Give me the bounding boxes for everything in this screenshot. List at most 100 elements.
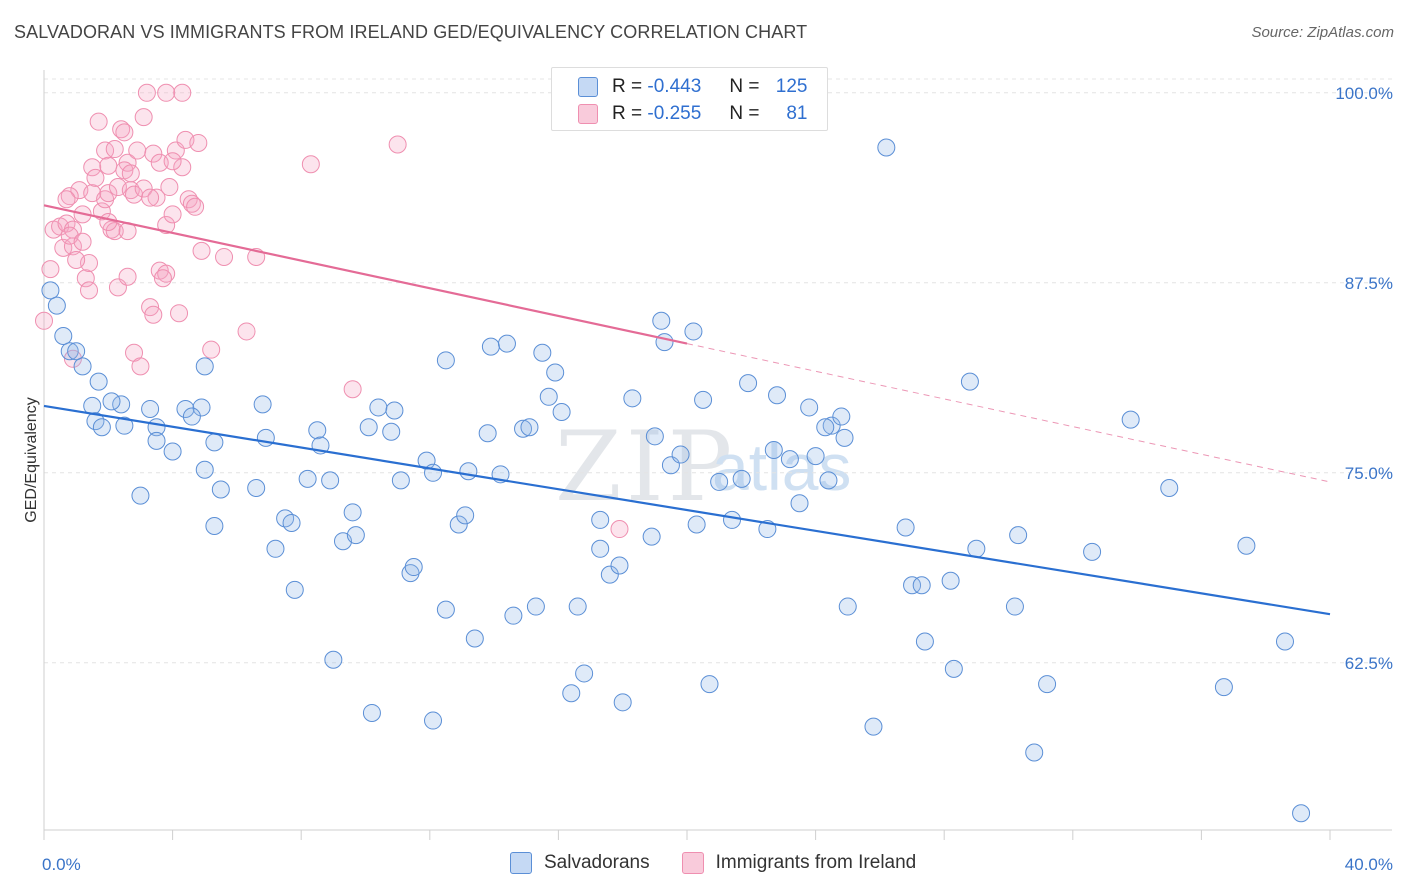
data-point-salvadoran	[520, 418, 539, 437]
data-point-ireland	[57, 190, 76, 209]
data-point-salvadoran	[73, 357, 92, 376]
data-point-salvadoran	[568, 597, 587, 616]
data-point-ireland	[157, 83, 176, 102]
data-point-salvadoran	[382, 422, 401, 441]
data-point-salvadoran	[60, 342, 79, 361]
data-point-ireland	[192, 241, 211, 260]
data-point-salvadoran	[195, 460, 214, 479]
data-point-salvadoran	[163, 442, 182, 461]
data-point-salvadoran	[102, 392, 121, 411]
series-swatch-blue	[510, 852, 532, 874]
data-point-salvadoran	[436, 600, 455, 619]
data-point-salvadoran	[610, 556, 629, 575]
data-point-salvadoran	[1214, 678, 1233, 697]
data-point-salvadoran	[1038, 675, 1057, 694]
data-point-ireland	[99, 184, 118, 203]
data-point-ireland	[41, 260, 60, 279]
data-point-salvadoran	[591, 510, 610, 529]
data-point-ireland	[89, 112, 108, 131]
data-point-salvadoran	[112, 395, 131, 414]
data-point-ireland	[170, 304, 189, 323]
data-point-ireland	[105, 222, 124, 241]
data-point-salvadoran	[141, 399, 160, 418]
data-point-ireland	[92, 202, 111, 221]
data-point-salvadoran	[896, 518, 915, 537]
data-point-ireland	[202, 340, 221, 359]
data-point-salvadoran	[877, 138, 896, 157]
data-point-salvadoran	[1292, 804, 1311, 823]
data-point-salvadoran	[700, 675, 719, 694]
y-tick-label: 87.5%	[1345, 274, 1393, 293]
data-point-salvadoran	[1083, 542, 1102, 561]
data-point-salvadoran	[131, 486, 150, 505]
legend-n-label: N =	[729, 103, 760, 124]
data-point-ireland	[86, 168, 105, 187]
data-point-ireland	[160, 178, 179, 197]
trendline-salvadorans	[43, 404, 1331, 616]
data-point-ireland	[144, 305, 163, 324]
data-point-salvadoran	[613, 693, 632, 712]
legend-swatch-blue	[578, 77, 598, 97]
x-tick-label: 0.0%	[42, 855, 81, 874]
x-tick-label: 40.0%	[1345, 855, 1393, 874]
data-point-ireland	[153, 269, 172, 288]
data-point-salvadoran	[652, 311, 671, 330]
watermark-zip: ZIP	[555, 411, 736, 523]
legend-n-value: 81	[786, 103, 808, 124]
data-point-salvadoran	[832, 407, 851, 426]
data-point-ireland	[99, 156, 118, 175]
data-point-ireland	[343, 380, 362, 399]
data-point-salvadoran	[92, 418, 111, 437]
legend-n-label: N =	[729, 76, 760, 97]
data-point-ireland	[147, 188, 166, 207]
data-point-ireland	[186, 197, 205, 216]
data-point-salvadoran	[205, 433, 224, 452]
data-point-salvadoran	[655, 333, 674, 352]
data-point-salvadoran	[321, 471, 340, 490]
data-point-salvadoran	[465, 629, 484, 648]
chart-title: SALVADORAN VS IMMIGRANTS FROM IRELAND GE…	[14, 22, 808, 42]
series-label-ireland: Immigrants from Ireland	[715, 852, 917, 873]
legend-r-label: R =	[612, 103, 643, 124]
data-point-salvadoran	[732, 469, 751, 488]
data-point-salvadoran	[694, 390, 713, 409]
data-point-salvadoran	[449, 515, 468, 534]
data-point-salvadoran	[89, 372, 108, 391]
source-label: Source: ZipAtlas.com	[1251, 24, 1394, 41]
data-point-ireland	[112, 120, 131, 139]
data-point-ireland	[96, 141, 115, 160]
data-point-salvadoran	[1275, 632, 1294, 651]
y-tick-label: 75.0%	[1345, 464, 1393, 483]
data-point-ireland	[237, 322, 256, 341]
data-point-salvadoran	[282, 513, 301, 532]
data-point-salvadoran	[819, 471, 838, 490]
data-point-salvadoran	[41, 281, 60, 300]
data-point-salvadoran	[1005, 597, 1024, 616]
data-point-ireland	[141, 188, 160, 207]
data-point-salvadoran	[1121, 410, 1140, 429]
data-point-salvadoran	[739, 374, 758, 393]
data-point-salvadoran	[864, 717, 883, 736]
data-point-salvadoran	[967, 539, 986, 558]
data-point-salvadoran	[684, 322, 703, 341]
legend-swatch-pink	[578, 104, 598, 124]
data-point-ireland	[610, 520, 629, 539]
data-point-salvadoran	[790, 494, 809, 513]
series-label-salvadorans: Salvadorans	[544, 852, 650, 873]
legend-row-salvadorans: R = -0.443 N = 125	[578, 75, 808, 99]
data-point-ireland	[150, 153, 169, 172]
data-point-salvadoran	[504, 606, 523, 625]
series-swatch-pink	[681, 852, 704, 874]
data-point-ireland	[99, 213, 118, 231]
data-point-salvadoran	[960, 372, 979, 391]
data-point-ireland	[173, 83, 192, 102]
y-tick-label: 100.0%	[1335, 84, 1393, 103]
data-point-ireland	[115, 123, 134, 142]
data-point-salvadoran	[298, 469, 317, 488]
data-point-salvadoran	[176, 399, 195, 418]
data-point-ireland	[118, 267, 137, 286]
data-point-salvadoran	[822, 416, 841, 435]
data-point-salvadoran	[195, 357, 214, 376]
data-point-salvadoran	[67, 342, 86, 361]
